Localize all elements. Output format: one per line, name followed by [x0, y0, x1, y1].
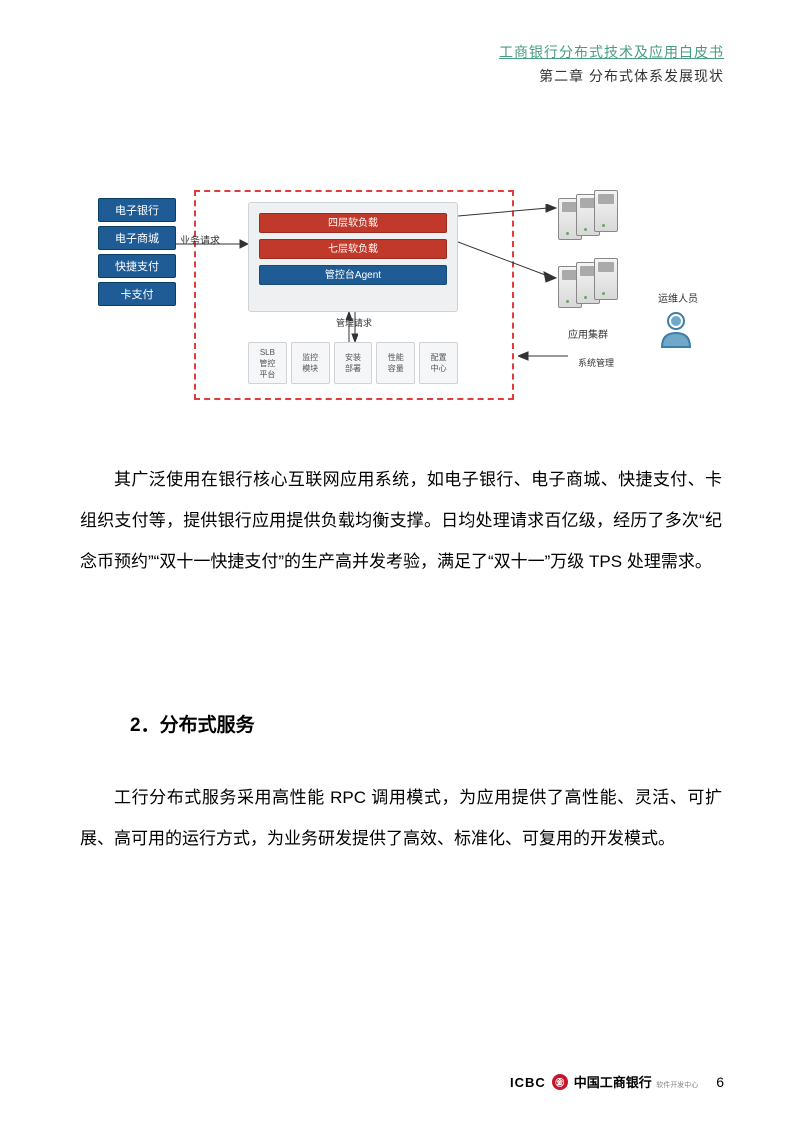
- icbc-mark-icon: ㊎: [552, 1074, 568, 1090]
- paragraph-2: 工行分布式服务采用高性能 RPC 调用模式，为应用提供了高性能、灵活、可扩展、高…: [80, 778, 722, 860]
- operator: 运维人员: [658, 290, 698, 349]
- source-cardpay: 卡支付: [98, 282, 176, 306]
- source-emall: 电子商城: [98, 226, 176, 250]
- lb-layer4: 四层软负载: [259, 213, 447, 233]
- module-install: 安装 部署: [334, 342, 373, 384]
- page-number: 6: [716, 1074, 724, 1090]
- source-quickpay: 快捷支付: [98, 254, 176, 278]
- source-ebank: 电子银行: [98, 198, 176, 222]
- module-perf: 性能 容量: [376, 342, 415, 384]
- sysmgmt-label: 系统管理: [578, 356, 614, 369]
- person-icon: [658, 311, 698, 349]
- paragraph-1: 其广泛使用在银行核心互联网应用系统，如电子银行、电子商城、快捷支付、卡组织支付等…: [80, 460, 722, 582]
- header-subtitle: 第二章 分布式体系发展现状: [499, 66, 724, 86]
- lb-layer7: 七层软负载: [259, 239, 447, 259]
- server-icon: [594, 190, 618, 232]
- header-title: 工商银行分布式技术及应用白皮书: [499, 42, 724, 62]
- section-heading: 2．分布式服务: [130, 710, 255, 737]
- source-column: 电子银行 电子商城 快捷支付 卡支付: [98, 198, 176, 310]
- architecture-diagram: 电子银行 电子商城 快捷支付 卡支付 业务请求 四层软负载 七层软负载 管控台A…: [98, 190, 710, 420]
- icbc-sub: 软件开发中心: [656, 1082, 698, 1089]
- module-row: SLB 管控 平台 监控 模块 安装 部署 性能 容量 配置 中心: [248, 342, 458, 384]
- operator-label: 运维人员: [658, 290, 698, 305]
- arrow-biz: [176, 238, 248, 250]
- arrow-sysmgmt: [518, 350, 568, 362]
- module-slb: SLB 管控 平台: [248, 342, 287, 384]
- server-cluster: [558, 190, 628, 326]
- icbc-cn-name: 中国工商银行: [574, 1075, 652, 1090]
- module-config: 配置 中心: [419, 342, 458, 384]
- cluster-label: 应用集群: [568, 326, 608, 341]
- server-icon: [594, 258, 618, 300]
- lb-container: 四层软负载 七层软负载 管控台Agent: [248, 202, 458, 312]
- server-group-2: [558, 258, 628, 316]
- page-header: 工商银行分布式技术及应用白皮书 第二章 分布式体系发展现状: [499, 42, 724, 86]
- arrows-to-cluster: [458, 204, 558, 304]
- lb-agent: 管控台Agent: [259, 265, 447, 285]
- mgmt-request-label: 管理请求: [336, 316, 372, 329]
- page-footer: ICBC ㊎ 中国工商银行 软件开发中心 6: [510, 1072, 724, 1092]
- icbc-logo-text: ICBC: [510, 1075, 546, 1090]
- server-group-1: [558, 190, 628, 248]
- module-monitor: 监控 模块: [291, 342, 330, 384]
